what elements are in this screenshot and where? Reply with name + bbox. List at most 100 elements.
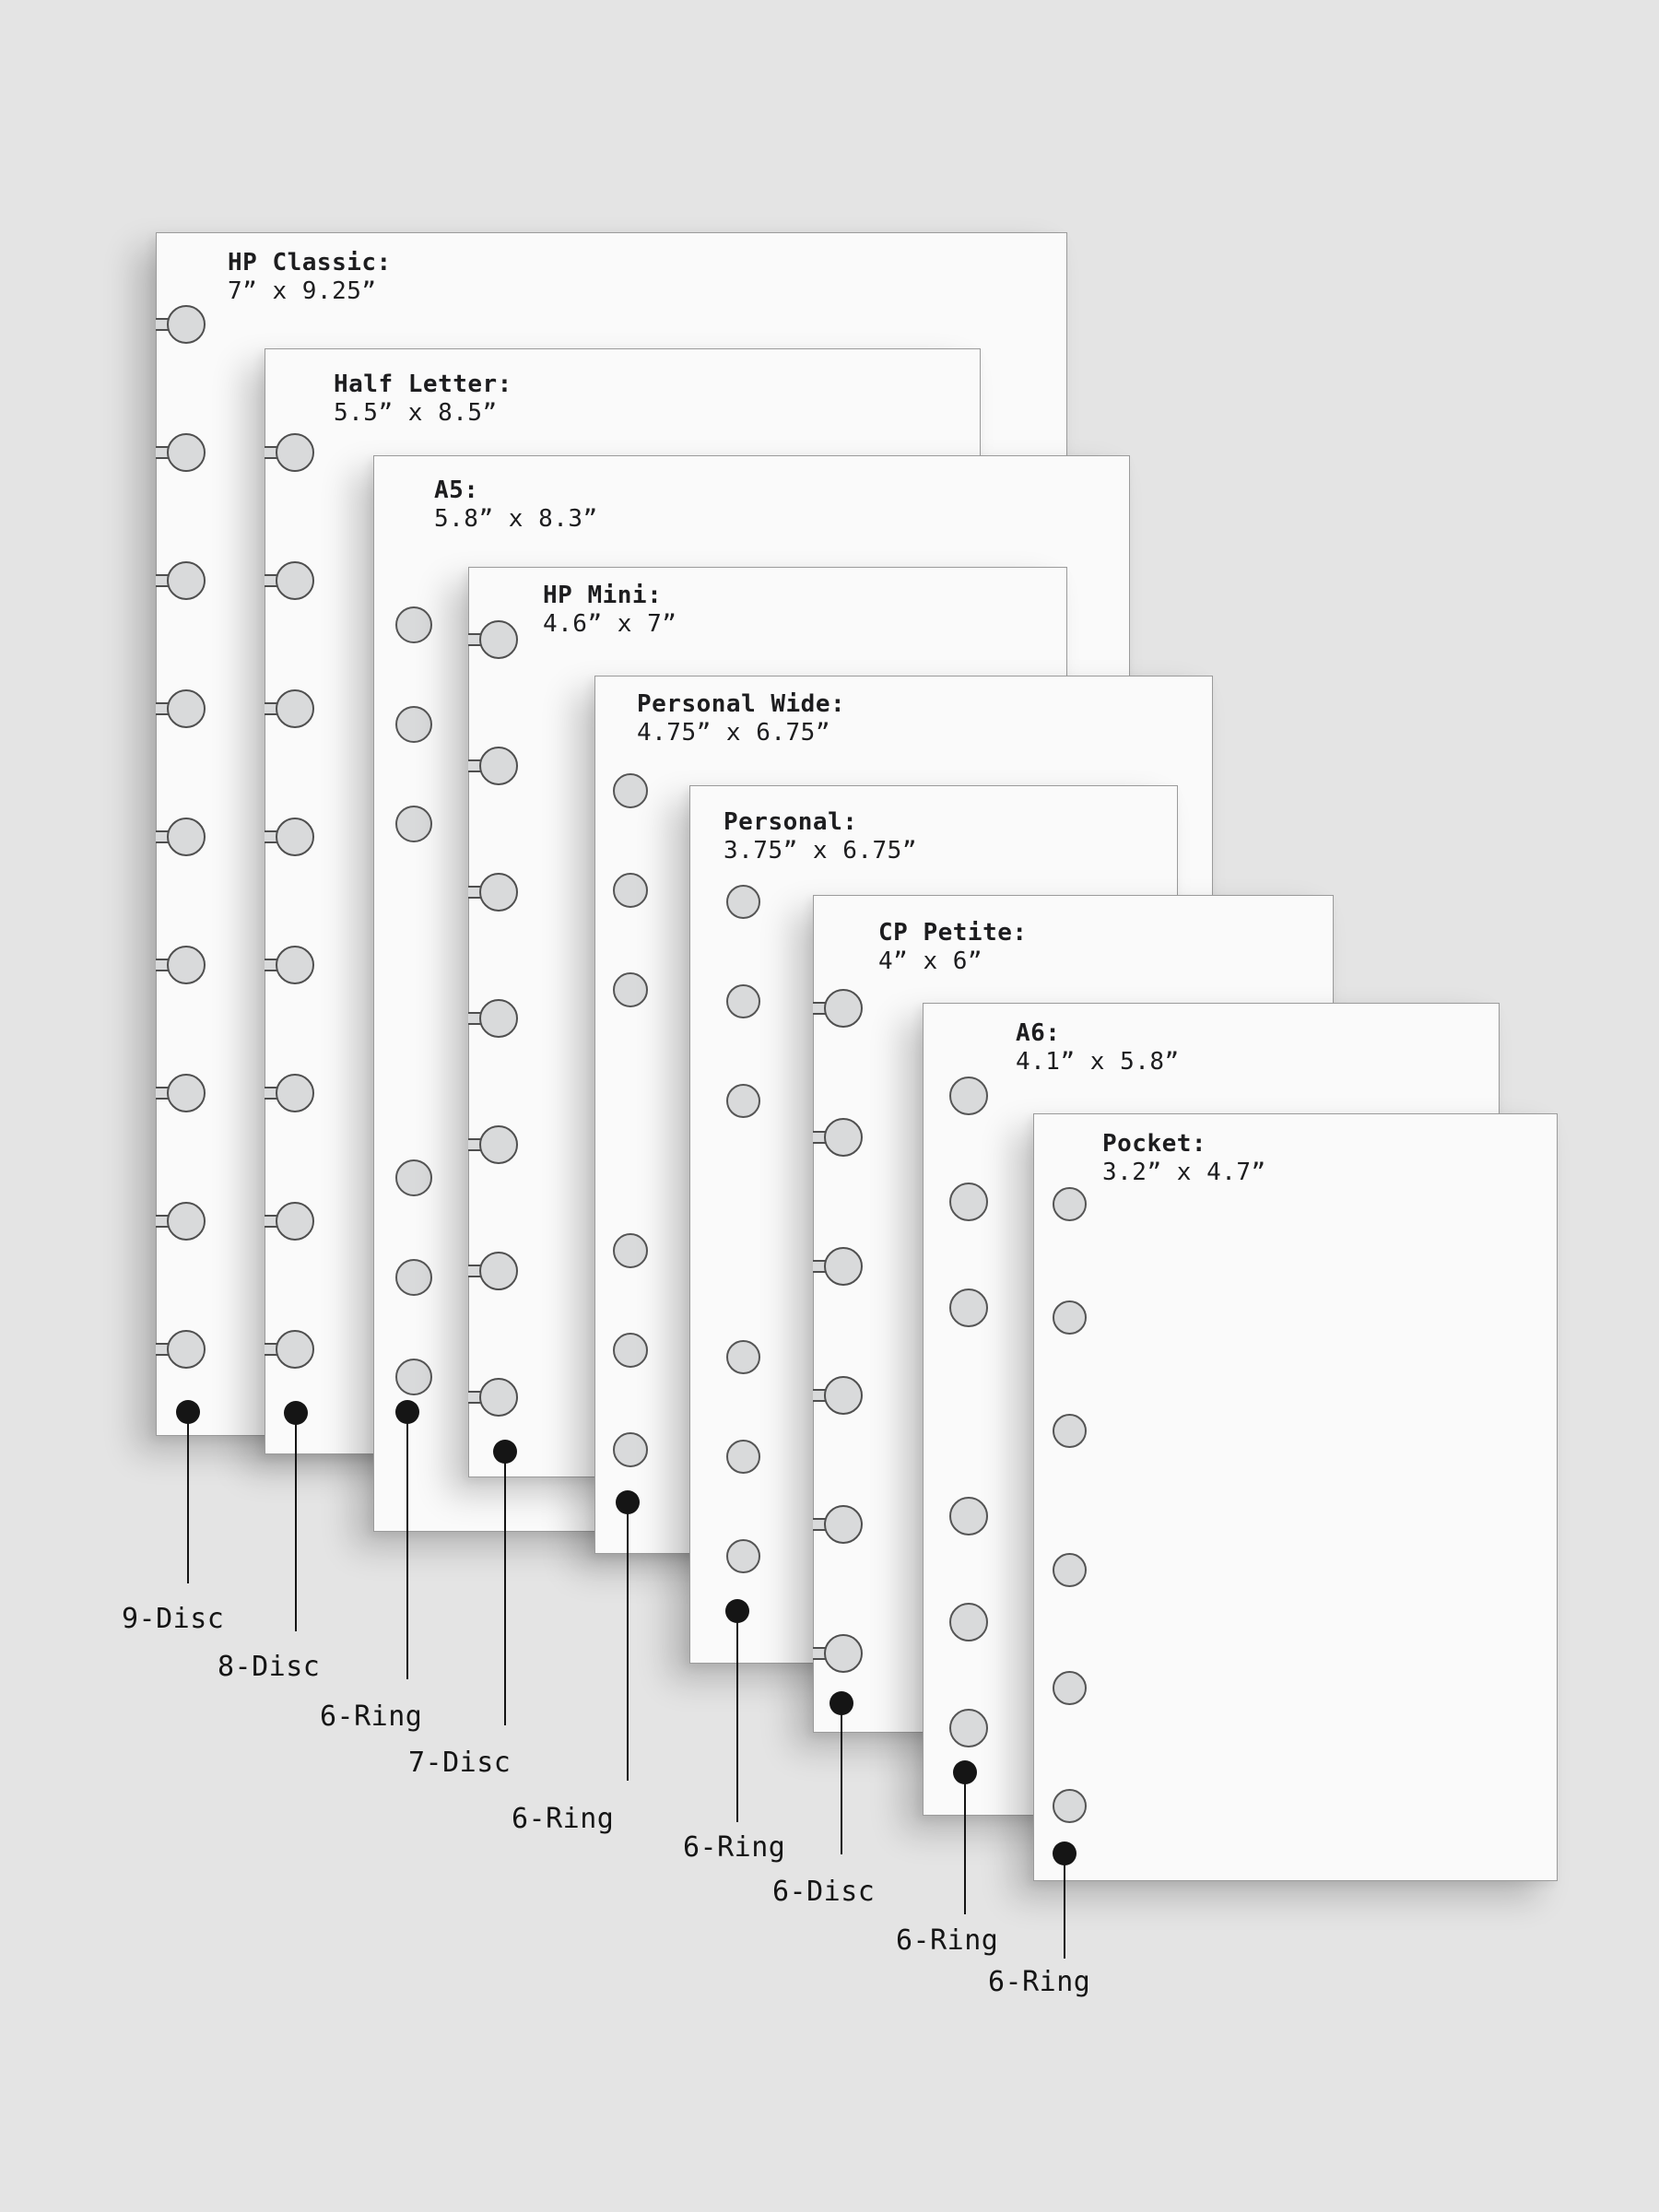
disc-punch-hole [156, 1202, 207, 1241]
disc-punch-bulb [276, 433, 314, 472]
sheet-name-label: Pocket: [1102, 1130, 1207, 1158]
sheet-title-personal-wide: Personal Wide: 4.75” x 6.75” [637, 690, 845, 747]
sheet-title-personal: Personal: 3.75” x 6.75” [724, 808, 917, 865]
ring-hole [949, 1497, 988, 1535]
sheet-size-label: 4.75” x 6.75” [637, 719, 830, 747]
ring-hole [725, 1439, 760, 1474]
callout-dot-pocket [1053, 1841, 1077, 1865]
ring-hole [613, 1432, 648, 1467]
ring-hole [725, 1339, 760, 1374]
ring-hole [395, 806, 432, 842]
binding-label-hp-mini: 7-Disc [408, 1747, 512, 1779]
ring-hole [613, 972, 648, 1007]
ring-hole [613, 1233, 648, 1268]
disc-punch-hole [468, 1378, 520, 1417]
disc-punch-hole [265, 689, 316, 728]
disc-punch-hole [468, 620, 520, 659]
sheet-name-label: Personal: [724, 808, 858, 836]
disc-punch-bulb [276, 946, 314, 984]
disc-punch-bulb [276, 1074, 314, 1112]
callout-line-personal-wide [627, 1502, 629, 1781]
sheet-size-label: 4” x 6” [878, 947, 983, 975]
ring-hole [949, 1603, 988, 1641]
sheet-size-label: 4.1” x 5.8” [1016, 1048, 1180, 1076]
callout-line-cp-petite [841, 1703, 842, 1854]
ring-hole [395, 706, 432, 743]
disc-punch-hole [813, 989, 865, 1028]
binding-label-cp-petite: 6-Disc [772, 1876, 876, 1908]
callout-dot-a6 [953, 1760, 977, 1784]
callout-line-hp-classic [187, 1412, 189, 1583]
disc-punch-bulb [824, 1634, 863, 1673]
disc-punch-hole [265, 818, 316, 856]
callout-line-hp-mini [504, 1452, 506, 1725]
ring-hole [1052, 1552, 1087, 1587]
ring-hole [395, 1159, 432, 1196]
ring-hole [1052, 1413, 1087, 1448]
ring-hole [613, 773, 648, 808]
binding-label-half-letter: 8-Disc [218, 1651, 321, 1683]
callout-line-half-letter [295, 1413, 297, 1631]
sheet-title-hp-mini: HP Mini: 4.6” x 7” [543, 582, 677, 639]
sheet-name-label: CP Petite: [878, 919, 1028, 947]
callout-dot-personal-wide [616, 1490, 640, 1514]
disc-punch-bulb [824, 1247, 863, 1286]
ring-hole [1052, 1300, 1087, 1335]
disc-punch-hole [813, 1505, 865, 1544]
disc-punch-hole [468, 873, 520, 912]
disc-punch-bulb [276, 689, 314, 728]
sheet-name-label: HP Mini: [543, 582, 663, 609]
disc-punch-hole [468, 747, 520, 785]
binding-label-a5: 6-Ring [320, 1700, 423, 1733]
disc-punch-hole [265, 1330, 316, 1369]
sheet-size-label: 3.2” x 4.7” [1102, 1159, 1266, 1186]
disc-punch-bulb [276, 1202, 314, 1241]
disc-punch-bulb [479, 999, 518, 1038]
disc-punch-bulb [167, 433, 206, 472]
disc-punch-hole [265, 561, 316, 600]
ring-hole [1052, 1788, 1087, 1823]
disc-punch-hole [813, 1634, 865, 1673]
disc-punch-hole [156, 1330, 207, 1369]
disc-punch-hole [813, 1247, 865, 1286]
disc-punch-bulb [167, 305, 206, 344]
callout-line-personal [736, 1611, 738, 1822]
sheet-title-half-letter: Half Letter: 5.5” x 8.5” [334, 371, 512, 428]
callout-dot-cp-petite [830, 1691, 853, 1715]
disc-punch-hole [468, 999, 520, 1038]
disc-punch-bulb [167, 1330, 206, 1369]
disc-punch-hole [468, 1252, 520, 1290]
disc-punch-hole [156, 433, 207, 472]
binding-label-pocket: 6-Ring [988, 1966, 1091, 1998]
callout-dot-personal [725, 1599, 749, 1623]
callout-line-a6 [964, 1772, 966, 1914]
disc-punch-bulb [479, 1252, 518, 1290]
ring-hole [725, 884, 760, 919]
ring-hole [1052, 1186, 1087, 1221]
callout-dot-hp-classic [176, 1400, 200, 1424]
disc-punch-bulb [276, 561, 314, 600]
disc-punch-hole [265, 1074, 316, 1112]
ring-hole [949, 1077, 988, 1115]
disc-punch-hole [156, 689, 207, 728]
disc-punch-bulb [824, 989, 863, 1028]
sheet-title-pocket: Pocket: 3.2” x 4.7” [1102, 1130, 1266, 1187]
ring-hole [725, 983, 760, 1018]
disc-punch-hole [468, 1125, 520, 1164]
disc-punch-hole [265, 1202, 316, 1241]
disc-punch-bulb [479, 747, 518, 785]
sheet-name-label: A6: [1016, 1019, 1061, 1047]
disc-punch-bulb [167, 818, 206, 856]
disc-punch-bulb [276, 818, 314, 856]
disc-punch-hole [156, 305, 207, 344]
binding-label-hp-classic: 9-Disc [122, 1603, 225, 1635]
sheet-size-label: 5.8” x 8.3” [434, 505, 598, 533]
sheet-pocket: Pocket: 3.2” x 4.7” [1033, 1113, 1558, 1881]
disc-punch-bulb [479, 1125, 518, 1164]
ring-hole [949, 1709, 988, 1747]
sheet-title-a5: A5: 5.8” x 8.3” [434, 477, 598, 534]
disc-punch-bulb [824, 1505, 863, 1544]
disc-punch-bulb [167, 1074, 206, 1112]
ring-hole [613, 1333, 648, 1368]
